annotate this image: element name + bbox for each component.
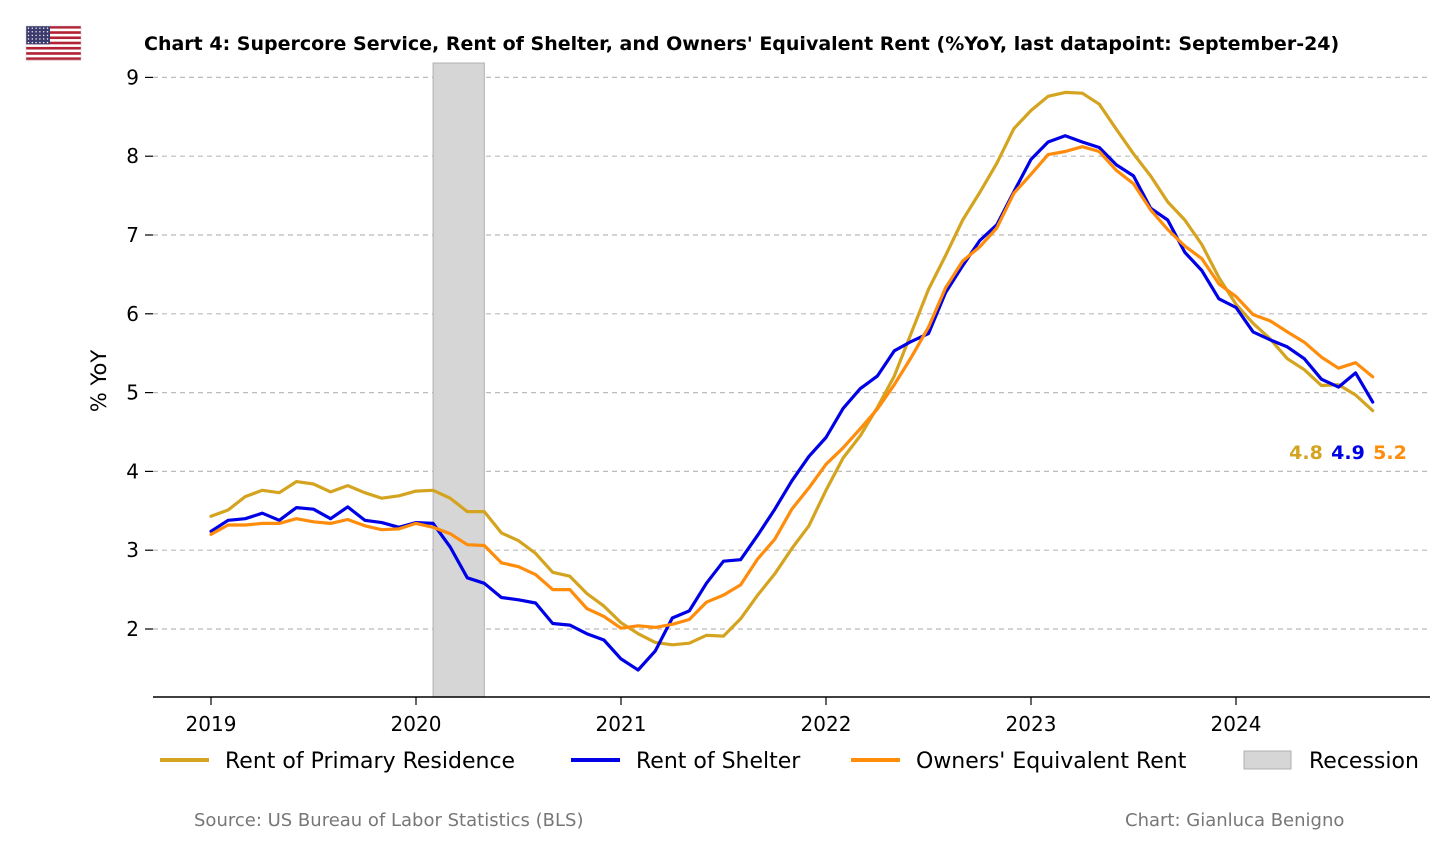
- x-tick-label-2021: 2021: [596, 712, 647, 736]
- recession-shade: [432, 62, 485, 698]
- x-tick-label-2019: 2019: [186, 712, 237, 736]
- legend-label-rent-of-shelter: Rent of Shelter: [636, 749, 801, 774]
- series-line-rent-of-primary-residence: [209, 90, 1375, 647]
- recession-band: [432, 62, 485, 698]
- end-labels: 4.8 4.9 5.2: [1289, 442, 1407, 464]
- chart-credit: Chart: Gianluca Benigno: [1125, 810, 1344, 831]
- x-tick-label-2022: 2022: [801, 712, 852, 736]
- x-tick-label-2024: 2024: [1211, 712, 1262, 736]
- y-tick-label-5: 5: [126, 381, 139, 405]
- legend-label-owners-equivalent-rent: Owners' Equivalent Rent: [916, 749, 1187, 774]
- y-tick-label-8: 8: [126, 144, 139, 168]
- y-tick-label-4: 4: [126, 459, 139, 483]
- end-label-2: 4.9: [1331, 442, 1365, 464]
- y-axis-label: % YoY: [87, 350, 111, 413]
- x-tick-label-2023: 2023: [1006, 712, 1057, 736]
- series-line-owners-equivalent-rent: [209, 145, 1375, 630]
- y-tick-label-2: 2: [126, 617, 139, 641]
- series-line-rent-of-shelter: [209, 134, 1375, 672]
- y-tick-label-3: 3: [126, 538, 139, 562]
- legend-label-recession: Recession: [1309, 749, 1419, 774]
- gridlines: [153, 76, 1430, 630]
- legend-swatch-recession: [1243, 750, 1292, 770]
- legend: Rent of Primary Residence Rent of Shelter…: [160, 749, 1419, 774]
- legend-label-rent-of-primary-residence: Rent of Primary Residence: [225, 749, 515, 774]
- source-note: Source: US Bureau of Labor Statistics (B…: [194, 810, 583, 831]
- series-lines: [209, 90, 1375, 672]
- end-label-1: 4.8: [1289, 442, 1323, 464]
- y-axis-ticks: 2 3 4 5 6 7 8 9: [126, 65, 153, 641]
- x-tick-label-2020: 2020: [391, 712, 442, 736]
- y-tick-label-9: 9: [126, 65, 139, 89]
- y-tick-label-7: 7: [126, 223, 139, 247]
- chart-title: Chart 4: Supercore Service, Rent of Shel…: [144, 33, 1339, 55]
- us-flag-icon: [25, 25, 82, 61]
- y-tick-label-6: 6: [126, 302, 139, 326]
- x-axis-ticks: 2019 2020 2021 2022 2023 2024: [186, 697, 1262, 736]
- end-label-3: 5.2: [1373, 442, 1407, 464]
